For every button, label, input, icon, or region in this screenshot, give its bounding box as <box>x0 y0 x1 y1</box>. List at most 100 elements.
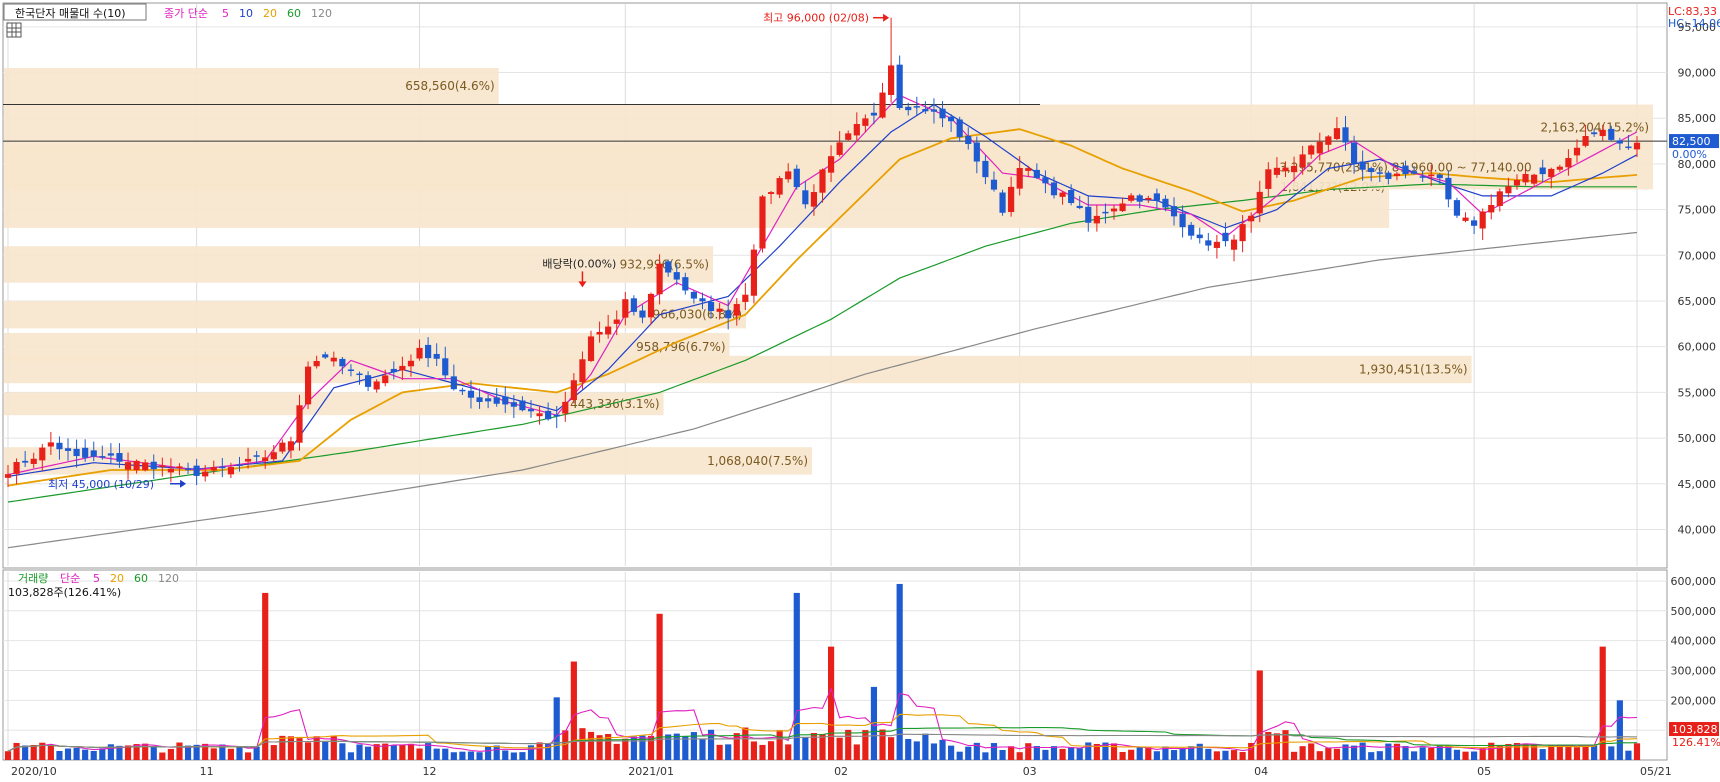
candle-down <box>1402 165 1409 174</box>
volume-bar-down <box>939 739 946 760</box>
candle-up <box>407 360 415 367</box>
candle-down <box>1042 177 1049 184</box>
volume-bar-up <box>1025 743 1032 760</box>
candle-down <box>253 455 260 457</box>
volume-axis: 100,000200,000300,000400,000500,000600,0… <box>1671 575 1717 737</box>
volume-bar-down <box>1591 745 1598 760</box>
candle-down <box>347 369 355 371</box>
volume-ma5-line <box>7 687 1638 752</box>
volume-bar-down <box>73 747 80 760</box>
volume-bar-up <box>262 592 269 760</box>
volume-bar-up <box>716 744 723 760</box>
candle-up <box>1316 141 1323 154</box>
candle-down <box>485 398 492 402</box>
volume-bar-up <box>733 733 740 760</box>
candle-up <box>1496 191 1503 206</box>
candle-down <box>322 354 329 358</box>
volume-bar-up <box>1273 733 1280 760</box>
candle-down <box>493 397 500 404</box>
candle-up <box>167 468 174 473</box>
low-arrow-head <box>180 479 187 488</box>
current-volume: 103,828 <box>1672 723 1718 736</box>
candle-down <box>1453 200 1461 216</box>
volume-bar-up <box>30 744 37 760</box>
candle-down <box>150 461 157 470</box>
candle-up <box>1462 217 1469 221</box>
volume-bar-down <box>690 732 697 760</box>
volume-bar-up <box>1505 743 1512 760</box>
volume-bar-up <box>1531 744 1538 760</box>
candle-down <box>73 448 80 457</box>
candle-up <box>579 359 586 383</box>
volume-bar-up <box>330 735 337 760</box>
ma-legend-item: 60 <box>287 7 301 20</box>
volume-bar-down <box>1042 749 1049 760</box>
volume-ma-legend-item: 60 <box>134 572 148 585</box>
volume-bar-up <box>1496 745 1503 760</box>
candle-down <box>1076 205 1083 209</box>
volume-bar-down <box>476 752 483 760</box>
candle-up <box>1428 174 1435 177</box>
ma120-line <box>7 231 1638 549</box>
volume-tick-label: 300,000 <box>1671 664 1717 677</box>
volume-bar-up <box>279 735 286 760</box>
candle-up <box>1256 191 1263 214</box>
candle-up <box>819 169 826 193</box>
volume-bar-up <box>1599 646 1606 760</box>
volume-bar-down <box>99 748 106 760</box>
current-volume-pct: 126.41% <box>1672 736 1720 749</box>
volume-bar-down <box>1419 747 1426 760</box>
volume-bar-down <box>90 750 97 760</box>
volume-bar-down <box>1222 750 1229 760</box>
volume-profile-bar <box>4 67 499 105</box>
volume-bar-down <box>1436 744 1443 760</box>
volume-bar-down <box>1076 748 1083 760</box>
volume-profile-label: 658,560(4.6%) <box>405 79 494 93</box>
candle-up <box>562 401 569 414</box>
volume-bar-up <box>142 743 149 760</box>
volume-bar-down <box>999 749 1006 760</box>
current-price-badge <box>1669 134 1719 149</box>
volume-bar-down <box>553 697 560 760</box>
candle-down <box>922 108 929 112</box>
volume-bar-down <box>493 745 500 760</box>
candle-up <box>622 299 629 318</box>
ma-legend: 5 10 20 60 120 <box>222 7 332 20</box>
table-icon[interactable] <box>6 22 22 38</box>
volume-panel[interactable] <box>2 569 1668 761</box>
candle-down <box>1085 206 1092 223</box>
title-box[interactable] <box>3 3 147 21</box>
volume-bar-up <box>1633 743 1641 760</box>
volume-bar-up <box>767 741 775 760</box>
candle-up <box>1213 241 1220 248</box>
candle-down <box>1471 220 1478 226</box>
volume-bar-up <box>1119 752 1126 760</box>
volume-bar-down <box>639 735 646 760</box>
volume-bar-down <box>965 746 972 760</box>
volume-profile-bar <box>4 104 1653 151</box>
candle-down <box>1359 161 1366 170</box>
candle-down <box>99 456 106 458</box>
volume-bar-down <box>347 752 355 760</box>
candle-up <box>210 467 217 471</box>
candle-up <box>1119 203 1126 212</box>
volume-bar-up <box>47 745 54 760</box>
candle-down <box>965 135 972 145</box>
volume-ma-legend-item: 5 <box>93 572 100 585</box>
volume-bar-down <box>802 737 809 760</box>
candle-down <box>802 190 809 205</box>
price-tick-label: 90,000 <box>1678 67 1717 80</box>
date-tick-label: 03 <box>1023 765 1037 778</box>
candle-up <box>733 304 740 316</box>
candle-up <box>1025 168 1032 171</box>
candle-up <box>1265 169 1272 189</box>
candles <box>4 17 1641 487</box>
candle-down <box>1445 177 1452 200</box>
volume-tick-label: 600,000 <box>1671 575 1717 588</box>
candle-up <box>1531 174 1538 184</box>
volume-bar-down <box>365 746 372 760</box>
candle-up <box>1522 173 1529 183</box>
volume-bar-up <box>4 751 12 760</box>
candle-down <box>545 410 552 420</box>
volume-bar-up <box>647 735 655 760</box>
